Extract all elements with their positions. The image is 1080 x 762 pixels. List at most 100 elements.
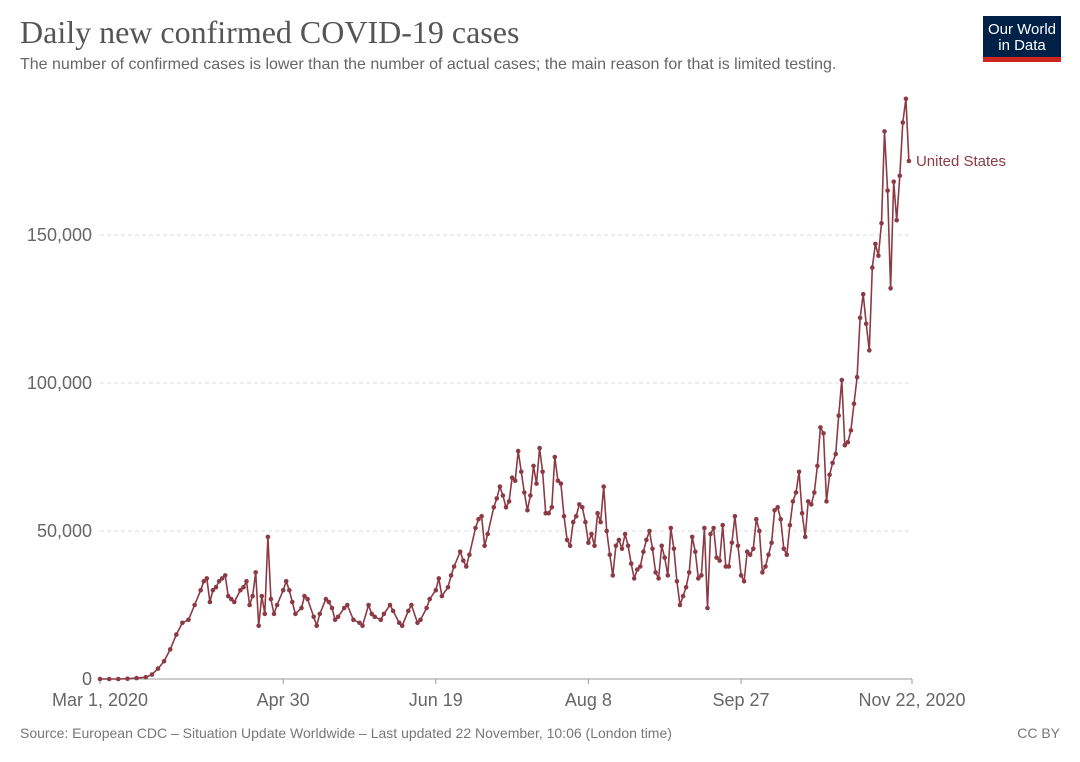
- data-point[interactable]: [882, 129, 887, 134]
- series-line[interactable]: [100, 98, 910, 680]
- data-point[interactable]: [116, 676, 121, 682]
- data-point[interactable]: [497, 484, 503, 489]
- data-point[interactable]: [583, 519, 588, 525]
- data-point[interactable]: [903, 96, 909, 102]
- data-point[interactable]: [833, 451, 838, 457]
- data-point[interactable]: [494, 496, 500, 501]
- data-point[interactable]: [650, 546, 655, 552]
- data-point[interactable]: [836, 413, 841, 418]
- data-point[interactable]: [253, 570, 258, 575]
- data-point[interactable]: [598, 519, 603, 525]
- data-point[interactable]: [604, 528, 609, 534]
- data-point[interactable]: [827, 472, 832, 478]
- data-point[interactable]: [711, 525, 716, 531]
- data-point[interactable]: [390, 608, 396, 614]
- data-point[interactable]: [186, 617, 191, 623]
- data-point[interactable]: [528, 493, 533, 498]
- data-point[interactable]: [720, 522, 725, 528]
- data-point[interactable]: [558, 481, 564, 486]
- data-point[interactable]: [522, 490, 527, 495]
- data-point[interactable]: [708, 531, 713, 537]
- data-point[interactable]: [305, 596, 310, 602]
- data-point[interactable]: [106, 676, 112, 682]
- data-point[interactable]: [525, 508, 530, 513]
- data-point[interactable]: [241, 584, 246, 590]
- data-point[interactable]: [766, 552, 771, 557]
- data-point[interactable]: [738, 573, 744, 578]
- data-point[interactable]: [888, 286, 893, 291]
- data-point[interactable]: [461, 558, 466, 563]
- data-point[interactable]: [699, 573, 704, 578]
- data-point[interactable]: [656, 576, 661, 581]
- data-point[interactable]: [256, 623, 262, 628]
- data-point[interactable]: [451, 564, 457, 569]
- source-note[interactable]: Source: European CDC – Situation Update …: [20, 725, 672, 741]
- data-point[interactable]: [665, 573, 671, 578]
- data-point[interactable]: [369, 611, 375, 617]
- data-point[interactable]: [638, 564, 643, 569]
- data-point[interactable]: [192, 602, 197, 608]
- data-point[interactable]: [644, 537, 649, 543]
- data-point[interactable]: [897, 173, 903, 179]
- data-point[interactable]: [641, 549, 646, 554]
- data-point[interactable]: [381, 611, 387, 617]
- series-label[interactable]: United States: [916, 153, 1006, 170]
- data-point[interactable]: [225, 593, 231, 599]
- data-point[interactable]: [784, 552, 790, 557]
- data-point[interactable]: [396, 620, 402, 626]
- data-point[interactable]: [167, 647, 173, 652]
- data-point[interactable]: [549, 505, 555, 510]
- data-point[interactable]: [433, 587, 439, 593]
- data-point[interactable]: [851, 401, 857, 407]
- data-point[interactable]: [219, 576, 225, 581]
- data-point[interactable]: [592, 543, 597, 549]
- data-point[interactable]: [210, 587, 216, 593]
- data-point[interactable]: [790, 499, 796, 504]
- data-point[interactable]: [613, 543, 619, 549]
- owid-logo[interactable]: Our World in Data: [983, 16, 1061, 62]
- data-point[interactable]: [326, 599, 332, 605]
- data-point[interactable]: [540, 469, 545, 475]
- data-point[interactable]: [680, 593, 686, 599]
- data-point[interactable]: [580, 505, 585, 510]
- data-point[interactable]: [751, 546, 756, 552]
- data-point[interactable]: [149, 672, 155, 677]
- data-point[interactable]: [778, 516, 783, 522]
- data-point[interactable]: [879, 220, 884, 226]
- data-point[interactable]: [747, 552, 753, 557]
- data-point[interactable]: [473, 525, 478, 531]
- data-point[interactable]: [250, 593, 255, 599]
- data-point[interactable]: [760, 570, 765, 575]
- data-point[interactable]: [332, 617, 338, 623]
- data-point[interactable]: [378, 617, 384, 623]
- data-point[interactable]: [464, 564, 469, 569]
- data-point[interactable]: [229, 596, 234, 602]
- data-point[interactable]: [293, 611, 298, 617]
- data-point[interactable]: [503, 505, 509, 510]
- data-point[interactable]: [97, 676, 103, 682]
- data-point[interactable]: [842, 442, 848, 448]
- data-point[interactable]: [821, 431, 826, 436]
- data-point[interactable]: [867, 348, 872, 353]
- data-point[interactable]: [799, 510, 805, 516]
- data-point[interactable]: [268, 596, 274, 602]
- data-point[interactable]: [717, 558, 722, 563]
- data-point[interactable]: [445, 584, 451, 590]
- data-point[interactable]: [201, 579, 207, 584]
- data-point[interactable]: [485, 531, 491, 537]
- data-point[interactable]: [302, 593, 307, 599]
- data-point[interactable]: [537, 445, 542, 451]
- data-point[interactable]: [180, 620, 185, 626]
- data-point[interactable]: [512, 478, 518, 484]
- data-point[interactable]: [741, 579, 747, 584]
- data-point[interactable]: [329, 605, 335, 611]
- data-point[interactable]: [274, 602, 280, 608]
- data-point[interactable]: [207, 599, 213, 605]
- data-point[interactable]: [573, 513, 579, 519]
- data-point[interactable]: [689, 534, 695, 540]
- data-point[interactable]: [509, 475, 515, 481]
- data-point[interactable]: [399, 623, 405, 628]
- data-point[interactable]: [467, 552, 472, 557]
- data-point[interactable]: [894, 217, 899, 223]
- data-point[interactable]: [506, 499, 512, 504]
